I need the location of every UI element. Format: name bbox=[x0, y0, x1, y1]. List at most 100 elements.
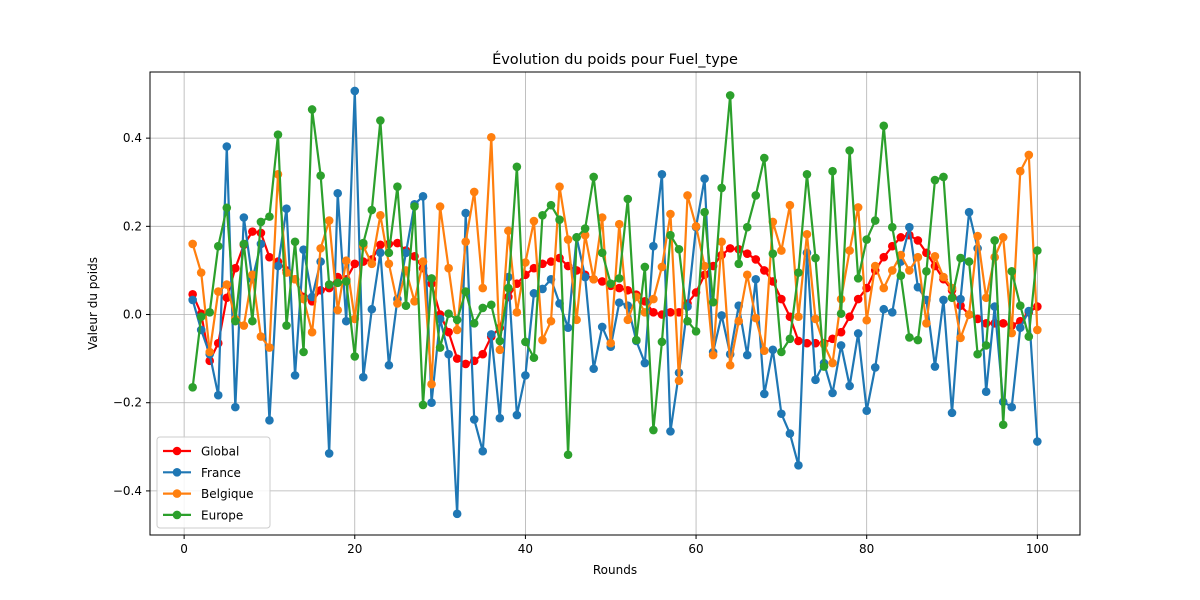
data-point-france bbox=[717, 311, 726, 320]
legend-label: France bbox=[201, 466, 241, 480]
data-point-france bbox=[760, 389, 769, 399]
data-point-europe bbox=[836, 309, 846, 318]
legend-swatch-marker bbox=[172, 446, 182, 456]
data-point-belgique bbox=[205, 347, 215, 357]
data-point-belgique bbox=[725, 360, 735, 370]
data-point-europe bbox=[213, 241, 223, 251]
data-point-europe bbox=[606, 279, 616, 288]
data-point-france bbox=[401, 248, 411, 258]
data-point-global bbox=[896, 233, 906, 242]
data-point-belgique bbox=[845, 246, 854, 255]
data-point-global bbox=[666, 308, 675, 317]
data-point-france bbox=[213, 390, 223, 400]
data-point-france bbox=[700, 174, 709, 184]
data-point-belgique bbox=[623, 315, 633, 325]
data-point-belgique bbox=[410, 297, 419, 306]
data-point-france bbox=[742, 350, 752, 360]
data-point-belgique bbox=[538, 335, 547, 345]
data-point-france bbox=[794, 461, 803, 470]
data-point-europe bbox=[870, 216, 880, 225]
data-point-global bbox=[853, 294, 863, 304]
plot-frame bbox=[149, 71, 1081, 536]
data-point-belgique bbox=[196, 268, 206, 277]
data-point-belgique bbox=[486, 132, 496, 142]
data-point-belgique bbox=[913, 252, 923, 262]
data-point-france bbox=[580, 272, 590, 282]
data-point-belgique bbox=[265, 343, 274, 352]
data-point-global bbox=[444, 327, 453, 337]
data-point-france bbox=[956, 294, 965, 304]
data-point-europe bbox=[666, 230, 675, 240]
data-point-france bbox=[538, 284, 547, 294]
data-point-europe bbox=[350, 352, 360, 361]
data-point-belgique bbox=[879, 283, 889, 293]
data-point-france bbox=[828, 388, 837, 398]
data-point-belgique bbox=[1015, 166, 1025, 176]
data-point-global bbox=[265, 252, 274, 262]
data-point-france bbox=[853, 329, 863, 338]
data-point-europe bbox=[341, 277, 351, 286]
data-point-belgique bbox=[444, 263, 453, 273]
data-point-global bbox=[478, 349, 488, 359]
series-line-france bbox=[191, 89, 1039, 515]
data-point-europe bbox=[1024, 332, 1034, 341]
data-point-france bbox=[452, 509, 462, 519]
legend-label: Global bbox=[201, 445, 239, 459]
data-point-belgique bbox=[777, 246, 786, 255]
data-point-europe bbox=[913, 335, 923, 345]
data-point-europe bbox=[700, 207, 709, 217]
data-point-belgique bbox=[248, 270, 257, 280]
x-tick-label: 60 bbox=[688, 542, 703, 556]
data-point-europe bbox=[751, 191, 761, 200]
data-point-europe bbox=[461, 287, 470, 296]
data-point-global bbox=[725, 244, 735, 253]
data-point-belgique bbox=[802, 229, 812, 239]
data-point-france bbox=[785, 429, 795, 438]
legend-item-france: France bbox=[163, 466, 241, 480]
data-point-france bbox=[239, 213, 249, 222]
data-point-europe bbox=[290, 237, 300, 247]
data-point-belgique bbox=[870, 261, 880, 271]
data-point-france bbox=[188, 295, 197, 305]
data-point-europe bbox=[896, 271, 906, 281]
data-point-belgique bbox=[461, 237, 470, 247]
data-point-europe bbox=[256, 217, 266, 227]
data-point-global bbox=[802, 338, 812, 348]
data-point-europe bbox=[947, 293, 957, 303]
data-point-europe bbox=[324, 280, 334, 289]
x-tick-label: 40 bbox=[518, 542, 533, 556]
data-point-belgique bbox=[324, 216, 334, 225]
data-point-europe bbox=[717, 183, 726, 193]
data-point-europe bbox=[393, 182, 402, 191]
data-point-europe bbox=[632, 335, 641, 345]
legend-item-europe: Europe bbox=[163, 508, 243, 522]
data-point-france bbox=[947, 408, 957, 418]
data-point-belgique bbox=[393, 299, 402, 308]
data-point-belgique bbox=[563, 235, 573, 244]
data-point-global bbox=[777, 294, 786, 304]
data-point-global bbox=[998, 319, 1008, 328]
data-point-europe bbox=[486, 300, 496, 310]
data-point-europe bbox=[777, 347, 786, 357]
data-point-europe bbox=[401, 301, 411, 311]
data-point-europe bbox=[418, 400, 428, 410]
data-point-europe bbox=[905, 333, 914, 342]
data-point-global bbox=[231, 263, 240, 273]
data-point-belgique bbox=[418, 257, 428, 266]
data-point-global bbox=[597, 277, 607, 286]
data-point-belgique bbox=[683, 191, 692, 200]
data-point-belgique bbox=[384, 259, 394, 269]
data-point-belgique bbox=[708, 350, 718, 360]
y-tick-label: −0.4 bbox=[113, 484, 142, 498]
data-point-europe bbox=[887, 222, 897, 232]
data-point-france bbox=[913, 282, 923, 292]
legend-label: Belgique bbox=[201, 487, 254, 501]
data-point-europe bbox=[785, 334, 795, 344]
data-point-europe bbox=[538, 211, 547, 220]
data-point-europe bbox=[444, 309, 453, 318]
data-point-france bbox=[341, 316, 351, 326]
data-point-global bbox=[350, 259, 360, 269]
data-point-europe bbox=[1007, 267, 1017, 276]
data-point-europe bbox=[495, 336, 505, 346]
